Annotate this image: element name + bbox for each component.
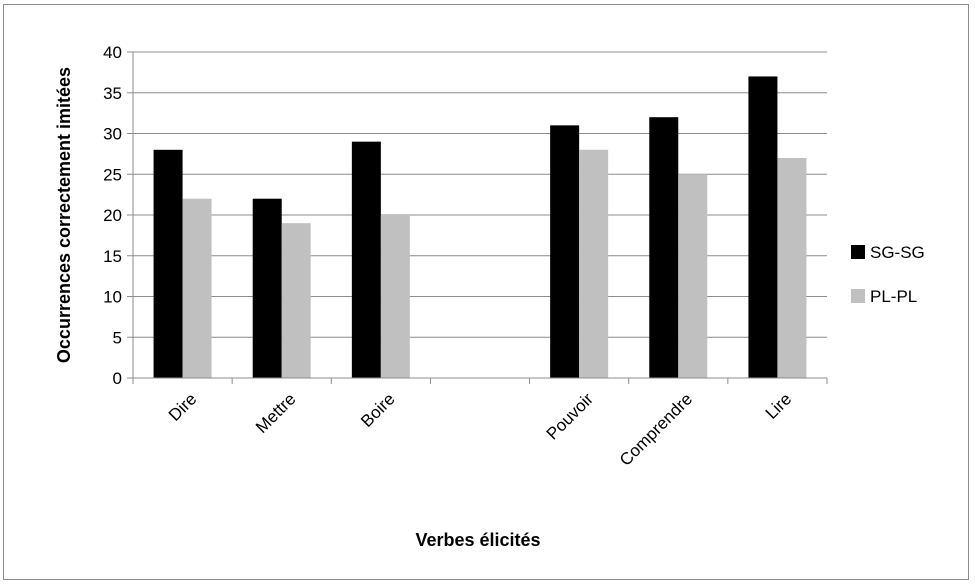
y-tick-label: 0: [113, 369, 122, 388]
bar-pl-pl: [678, 174, 708, 378]
bar-pl-pl: [182, 198, 212, 378]
y-tick-label: 20: [103, 206, 122, 225]
x-tick-label: Boire: [357, 389, 398, 430]
bar-pl-pl: [281, 223, 311, 378]
x-axis-title: Verbes élicités: [415, 530, 540, 550]
x-tick-label: Lire: [762, 389, 795, 422]
gridlines: [127, 51, 827, 379]
bar-sg-sg: [351, 141, 381, 378]
y-tick-label: 15: [103, 247, 122, 266]
bar-pl-pl: [579, 149, 609, 378]
bars: [153, 76, 807, 378]
y-tick-label: 30: [103, 125, 122, 144]
legend-swatch: [851, 289, 865, 303]
bar-sg-sg: [748, 76, 778, 378]
y-axis-title: Occurrences correctement imitées: [54, 67, 74, 363]
x-tick-label: Comprendre: [616, 389, 696, 469]
legend-label: PL-PL: [870, 287, 917, 306]
y-tick-label: 10: [103, 288, 122, 307]
y-tick-label: 40: [103, 43, 122, 62]
legend: SG-SG PL-PL: [851, 243, 925, 306]
x-tick-label: Pouvoir: [543, 389, 597, 443]
bar-sg-sg: [550, 125, 580, 378]
legend-swatch: [851, 245, 865, 259]
bar-sg-sg: [252, 198, 282, 378]
bar-sg-sg: [153, 149, 183, 378]
bar-pl-pl: [380, 215, 410, 378]
y-tick-label: 35: [103, 84, 122, 103]
x-tick-label: Mettre: [252, 389, 300, 437]
y-tick-label: 25: [103, 165, 122, 184]
legend-label: SG-SG: [870, 243, 925, 262]
bar-sg-sg: [649, 117, 679, 378]
x-tick-labels: Dire Mettre Boire Pouvoir Comprendre Lire: [165, 389, 795, 469]
bar-pl-pl: [777, 157, 807, 378]
axes: [132, 52, 828, 384]
y-tick-label: 5: [113, 328, 122, 347]
x-tick-label: Dire: [165, 389, 200, 424]
y-tick-labels: 0 5 10 15 20 25 30 35 40: [103, 43, 122, 388]
